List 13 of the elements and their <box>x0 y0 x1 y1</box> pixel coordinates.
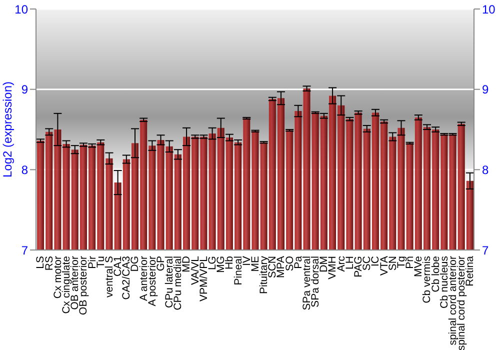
y-tick-label: 7 <box>21 243 28 258</box>
y2-tick-label: 8 <box>482 162 489 177</box>
y-axis-title: Log2 (expression) <box>0 81 14 178</box>
y-tick-label: 8 <box>21 162 28 177</box>
x-tick-label: DG <box>129 256 142 272</box>
y2-tick-label: 7 <box>482 243 489 258</box>
y2-tick-label: 9 <box>482 82 489 97</box>
x-tick-label: RS <box>43 256 56 271</box>
x-tick-label: Tg <box>395 256 408 268</box>
y2-tick-label: 10 <box>482 2 496 16</box>
y-tick-label: 10 <box>14 2 28 16</box>
x-tick-label: A posterior <box>146 256 158 306</box>
y-tick-label: 9 <box>21 82 28 97</box>
